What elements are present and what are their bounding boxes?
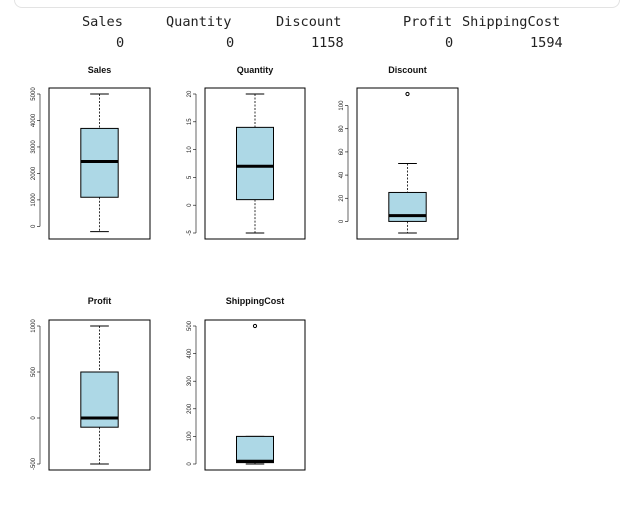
y-tick-label-quantity: -5 bbox=[187, 230, 193, 236]
y-tick-label-discount: 0 bbox=[339, 219, 345, 223]
y-tick-label-profit: -500 bbox=[31, 457, 37, 470]
plot-frame-quantity bbox=[204, 87, 306, 240]
y-tick-label-shippingcost: 100 bbox=[187, 431, 193, 442]
header-quantity: Quantity bbox=[166, 14, 232, 30]
header-sales: Sales bbox=[82, 14, 123, 30]
y-tick-label-discount: 20 bbox=[339, 194, 345, 201]
y-tick-label-quantity: 20 bbox=[187, 90, 193, 97]
y-tick-label-shippingcost: 200 bbox=[187, 403, 193, 414]
y-tick-label-sales: 0 bbox=[31, 224, 37, 228]
y-tick-label-quantity: 5 bbox=[187, 175, 193, 179]
value-profit: 0 bbox=[445, 35, 454, 51]
y-tick-label-quantity: 0 bbox=[187, 203, 193, 207]
y-tick-label-profit: 0 bbox=[31, 416, 37, 420]
value-quantity: 0 bbox=[226, 35, 235, 51]
y-tick-label-shippingcost: 500 bbox=[187, 320, 193, 331]
y-tick-label-shippingcost: 300 bbox=[187, 376, 193, 387]
y-tick-label-discount: 40 bbox=[339, 171, 345, 178]
plot-frame-profit bbox=[48, 319, 151, 471]
plot-frame-shippingcost bbox=[204, 319, 306, 471]
outlier-point-discount bbox=[405, 91, 410, 97]
y-tick-label-discount: 100 bbox=[339, 100, 345, 111]
value-discount: 1158 bbox=[311, 35, 344, 51]
y-tick-label-sales: 3000 bbox=[31, 140, 37, 154]
y-tick-label-profit: 1000 bbox=[31, 319, 37, 333]
header-shippingcost: ShippingCost bbox=[462, 14, 561, 30]
y-tick-label-sales: 2000 bbox=[31, 166, 37, 180]
y-tick-label-shippingcost: 400 bbox=[187, 348, 193, 359]
header-discount: Discount bbox=[276, 14, 342, 30]
plot-title-sales: Sales bbox=[88, 65, 112, 75]
plot-title-quantity: Quantity bbox=[237, 65, 274, 75]
iqr-box-quantity bbox=[236, 126, 274, 201]
header-profit: Profit bbox=[403, 14, 453, 30]
plot-title-shippingcost: ShippingCost bbox=[226, 296, 285, 306]
iqr-box-shippingcost bbox=[236, 435, 274, 464]
plot-frame-discount bbox=[356, 87, 459, 240]
y-tick-label-sales: 1000 bbox=[31, 193, 37, 207]
y-tick-label-shippingcost: 0 bbox=[187, 462, 193, 466]
y-tick-label-discount: 80 bbox=[339, 125, 345, 132]
outlier-point-shippingcost bbox=[252, 323, 258, 329]
plot-title-discount: Discount bbox=[388, 65, 427, 75]
y-tick-label-quantity: 15 bbox=[187, 118, 193, 125]
y-tick-label-quantity: 10 bbox=[187, 146, 193, 153]
plot-title-profit: Profit bbox=[88, 296, 112, 306]
plot-frame-sales bbox=[48, 87, 151, 240]
value-sales: 0 bbox=[116, 35, 125, 51]
y-tick-label-profit: 500 bbox=[31, 366, 37, 377]
value-shippingcost: 1594 bbox=[530, 35, 563, 51]
y-tick-label-sales: 4000 bbox=[31, 113, 37, 127]
console-output: Sales Quantity Discount Profit ShippingC… bbox=[0, 12, 620, 56]
y-tick-label-discount: 60 bbox=[339, 148, 345, 155]
y-tick-label-sales: 5000 bbox=[31, 87, 37, 101]
